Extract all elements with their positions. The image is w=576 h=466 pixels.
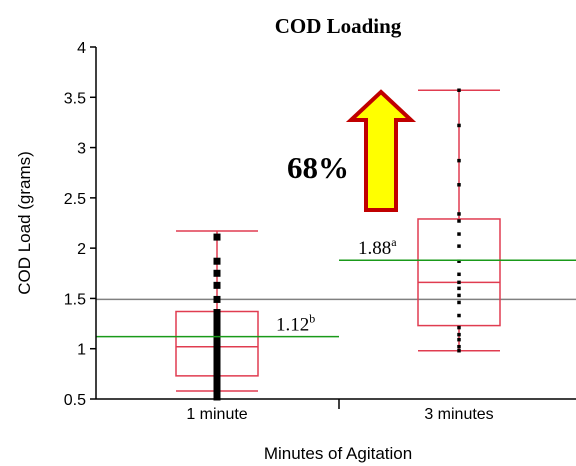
- three-minutes-mean-label: 1.88a: [358, 235, 397, 259]
- data-point: [213, 335, 221, 343]
- data-point: [457, 272, 461, 277]
- data-point: [457, 244, 461, 248]
- data-point: [457, 348, 461, 353]
- data-point: [457, 232, 461, 236]
- y-tick-label: 3.5: [64, 90, 86, 107]
- up-arrow-icon: [345, 89, 417, 212]
- data-point: [457, 219, 461, 223]
- y-tick-label: 3: [77, 141, 86, 158]
- data-point: [457, 300, 461, 305]
- data-point: [457, 183, 461, 187]
- data-point: [213, 361, 221, 369]
- y-tick-label: 2.5: [64, 191, 86, 208]
- data-point: [457, 313, 461, 318]
- data-point: [213, 352, 221, 360]
- data-point: [457, 280, 461, 285]
- data-point: [213, 281, 221, 289]
- data-point: [213, 343, 221, 351]
- data-point: [213, 309, 221, 317]
- data-point: [213, 365, 221, 373]
- data-point: [457, 259, 461, 263]
- data-point: [213, 339, 221, 347]
- data-point: [457, 332, 461, 337]
- three-minutes-box: [417, 218, 501, 327]
- data-point: [457, 158, 461, 163]
- y-tick-label: 2: [77, 241, 86, 258]
- y-tick-label: 4: [77, 40, 86, 57]
- data-point: [457, 337, 461, 342]
- x-tick-label: 3 minutes: [424, 406, 493, 423]
- data-point: [457, 325, 461, 330]
- data-point: [457, 293, 461, 298]
- chart-title: COD Loading: [275, 14, 402, 38]
- data-point: [213, 325, 221, 333]
- data-point: [213, 233, 221, 241]
- y-axis-label: COD Load (grams): [15, 151, 34, 295]
- data-point: [213, 320, 221, 328]
- y-tick-label: 0.5: [64, 392, 86, 409]
- data-point: [213, 315, 221, 323]
- data-point: [457, 212, 461, 216]
- data-point: [457, 123, 461, 128]
- data-point: [457, 286, 461, 291]
- data-point: [457, 344, 461, 349]
- x-axis-label: Minutes of Agitation: [264, 444, 412, 463]
- data-point: [213, 330, 221, 338]
- x-tick-label: 1 minute: [186, 406, 247, 423]
- plot-area: 1.12b 1.88a 0.5 1 1.5 2 2.5 3 3.5 4 1 minute 3 minu…: [64, 40, 576, 423]
- data-point: [213, 257, 221, 265]
- one-minute-mean-label: 1.12b: [276, 312, 315, 336]
- y-tick-label: 1: [77, 342, 86, 359]
- data-point: [457, 88, 461, 92]
- data-point: [213, 357, 221, 365]
- data-point: [213, 347, 221, 355]
- data-point: [213, 269, 221, 277]
- y-tick-label: 1.5: [64, 291, 86, 308]
- percent-annotation: 68%: [287, 150, 349, 185]
- data-point: [213, 295, 221, 303]
